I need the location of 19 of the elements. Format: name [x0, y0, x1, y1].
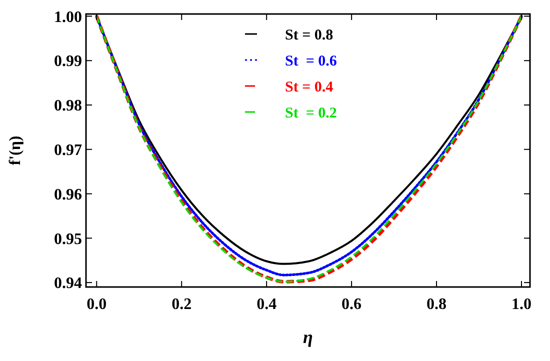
legend-label: St = 0.8 [285, 27, 334, 44]
x-tick-label: 0.4 [256, 296, 277, 313]
y-tick-label: 0.94 [54, 275, 82, 292]
x-tick-label: 0.2 [172, 296, 192, 313]
y-axis-title: f'(η) [7, 136, 24, 166]
y-tick-label: 0.98 [54, 98, 82, 115]
x-tick-label: 0.6 [342, 296, 362, 313]
y-tick-label: 1.00 [54, 8, 82, 26]
x-tick-label: 0.8 [426, 296, 447, 313]
x-tick-label: 1.0 [512, 296, 532, 313]
legend-label: St = 0.4 [285, 79, 334, 96]
legend-label: St = 0.6 [285, 53, 338, 70]
y-tick-label: 0.96 [54, 186, 82, 204]
y-tick-label: 0.95 [54, 230, 82, 248]
legend-label: St = 0.2 [285, 105, 337, 122]
x-tick-label: 0.0 [86, 296, 107, 313]
y-tick-label: 0.97 [54, 142, 82, 159]
y-tick-label: 0.99 [54, 53, 82, 70]
x-axis-title: η [303, 327, 314, 347]
